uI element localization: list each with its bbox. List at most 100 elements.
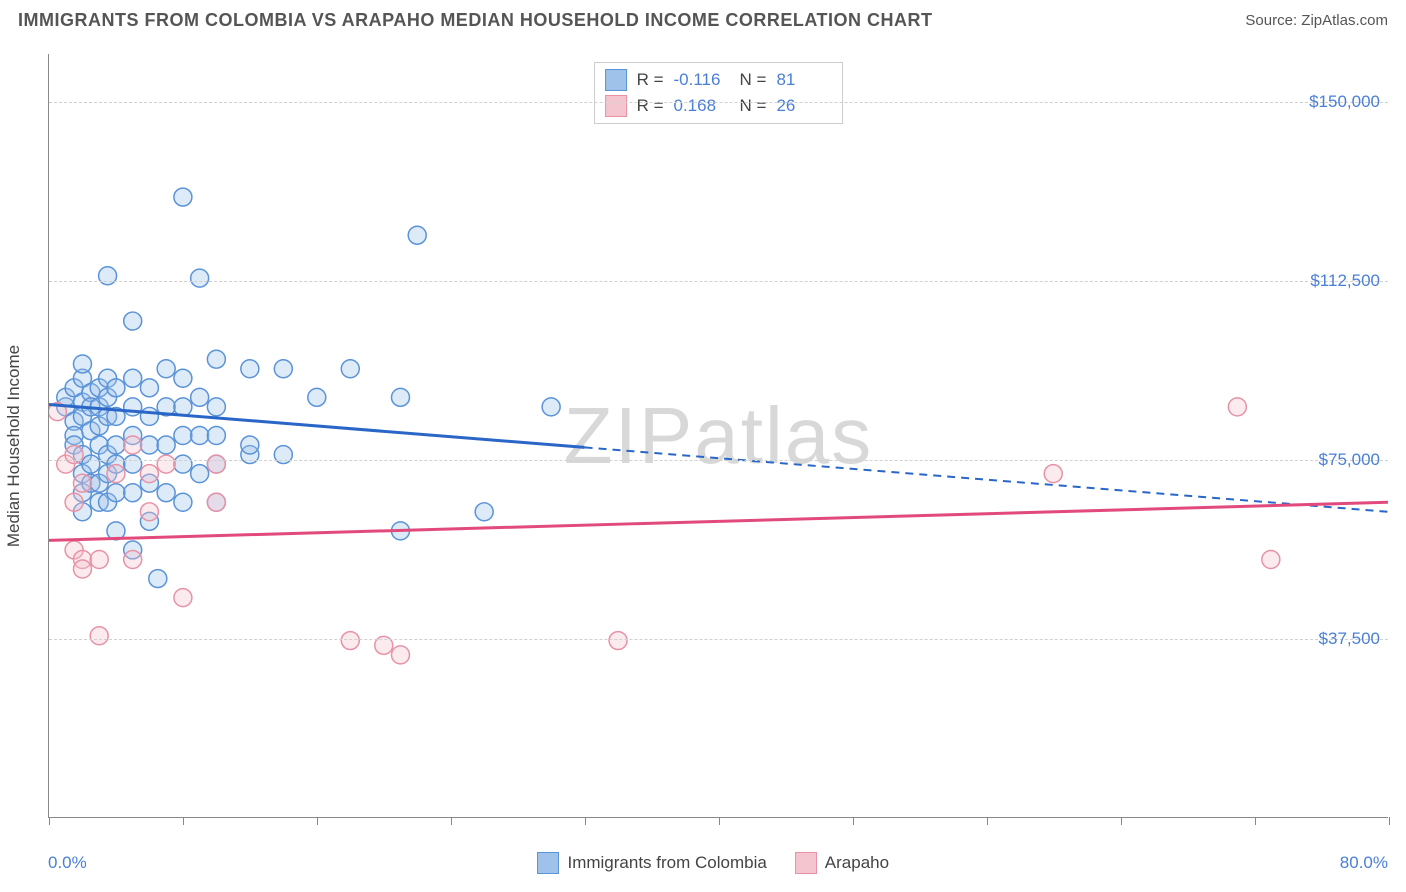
trend-line-dashed bbox=[585, 447, 1388, 511]
swatch-series-1 bbox=[605, 95, 627, 117]
legend-label-0: Immigrants from Colombia bbox=[567, 853, 766, 873]
data-point bbox=[341, 632, 359, 650]
data-point bbox=[124, 436, 142, 454]
swatch-series-1 bbox=[795, 852, 817, 874]
data-point bbox=[475, 503, 493, 521]
data-point bbox=[207, 398, 225, 416]
x-min-label: 0.0% bbox=[48, 853, 87, 873]
data-point bbox=[542, 398, 560, 416]
data-point bbox=[241, 360, 259, 378]
data-point bbox=[157, 360, 175, 378]
data-point bbox=[174, 188, 192, 206]
x-max-label: 80.0% bbox=[1340, 853, 1388, 873]
swatch-series-0 bbox=[537, 852, 559, 874]
data-point bbox=[207, 493, 225, 511]
data-point bbox=[157, 436, 175, 454]
n-label: N = bbox=[740, 70, 767, 90]
data-point bbox=[341, 360, 359, 378]
data-point bbox=[107, 379, 125, 397]
y-tick-label: $37,500 bbox=[1319, 629, 1380, 649]
data-point bbox=[124, 312, 142, 330]
legend-item-0: Immigrants from Colombia bbox=[537, 852, 766, 874]
data-point bbox=[140, 379, 158, 397]
series-legend: Immigrants from Colombia Arapaho bbox=[537, 852, 889, 874]
data-point bbox=[1044, 465, 1062, 483]
y-tick-label: $150,000 bbox=[1309, 92, 1380, 112]
y-axis-label: Median Household Income bbox=[4, 345, 24, 547]
data-point bbox=[274, 360, 292, 378]
y-tick-label: $75,000 bbox=[1319, 450, 1380, 470]
n-label: N = bbox=[740, 96, 767, 116]
data-point bbox=[140, 503, 158, 521]
source-link[interactable]: ZipAtlas.com bbox=[1301, 12, 1388, 29]
data-point bbox=[241, 436, 259, 454]
data-point bbox=[174, 398, 192, 416]
x-tick bbox=[317, 817, 318, 825]
data-point bbox=[90, 550, 108, 568]
gridline bbox=[49, 102, 1388, 103]
r-value-0: -0.116 bbox=[674, 70, 730, 90]
y-tick-label: $112,500 bbox=[1310, 271, 1380, 291]
chart-title: IMMIGRANTS FROM COLOMBIA VS ARAPAHO MEDI… bbox=[18, 10, 932, 31]
data-point bbox=[90, 627, 108, 645]
r-label: R = bbox=[637, 70, 664, 90]
data-point bbox=[207, 350, 225, 368]
x-tick bbox=[1389, 817, 1390, 825]
x-tick bbox=[1255, 817, 1256, 825]
data-point bbox=[73, 474, 91, 492]
legend-row-series-0: R = -0.116 N = 81 bbox=[605, 67, 833, 93]
legend-label-1: Arapaho bbox=[825, 853, 889, 873]
gridline bbox=[49, 281, 1388, 282]
data-point bbox=[124, 484, 142, 502]
data-point bbox=[73, 560, 91, 578]
data-point bbox=[174, 455, 192, 473]
swatch-series-0 bbox=[605, 69, 627, 91]
data-point bbox=[174, 493, 192, 511]
data-point bbox=[207, 427, 225, 445]
data-point bbox=[124, 550, 142, 568]
n-value-0: 81 bbox=[776, 70, 832, 90]
x-tick bbox=[987, 817, 988, 825]
data-point bbox=[391, 388, 409, 406]
correlation-legend: R = -0.116 N = 81 R = 0.168 N = 26 bbox=[594, 62, 844, 124]
data-point bbox=[174, 589, 192, 607]
data-point bbox=[308, 388, 326, 406]
plot-area: ZIPatlas R = -0.116 N = 81 R = 0.168 N =… bbox=[48, 54, 1388, 818]
data-point bbox=[157, 455, 175, 473]
trend-line-solid bbox=[49, 502, 1388, 540]
data-point bbox=[73, 355, 91, 373]
data-point bbox=[174, 427, 192, 445]
x-tick bbox=[1121, 817, 1122, 825]
source-label: Source: ZipAtlas.com bbox=[1245, 12, 1388, 29]
data-point bbox=[140, 436, 158, 454]
x-tick bbox=[853, 817, 854, 825]
x-tick bbox=[451, 817, 452, 825]
data-point bbox=[391, 646, 409, 664]
data-point bbox=[1262, 550, 1280, 568]
data-point bbox=[191, 427, 209, 445]
data-point bbox=[191, 388, 209, 406]
data-point bbox=[1228, 398, 1246, 416]
data-point bbox=[107, 465, 125, 483]
scatter-svg bbox=[49, 54, 1388, 817]
data-point bbox=[609, 632, 627, 650]
data-point bbox=[140, 407, 158, 425]
data-point bbox=[140, 465, 158, 483]
data-point bbox=[99, 267, 117, 285]
data-point bbox=[65, 493, 83, 511]
data-point bbox=[174, 369, 192, 387]
data-point bbox=[191, 465, 209, 483]
x-tick bbox=[183, 817, 184, 825]
r-label: R = bbox=[637, 96, 664, 116]
data-point bbox=[207, 455, 225, 473]
x-tick bbox=[49, 817, 50, 825]
source-prefix: Source: bbox=[1245, 12, 1301, 29]
data-point bbox=[157, 484, 175, 502]
data-point bbox=[191, 269, 209, 287]
data-point bbox=[124, 455, 142, 473]
r-value-1: 0.168 bbox=[674, 96, 730, 116]
data-point bbox=[82, 455, 100, 473]
n-value-1: 26 bbox=[776, 96, 832, 116]
gridline bbox=[49, 639, 1388, 640]
gridline bbox=[49, 460, 1388, 461]
